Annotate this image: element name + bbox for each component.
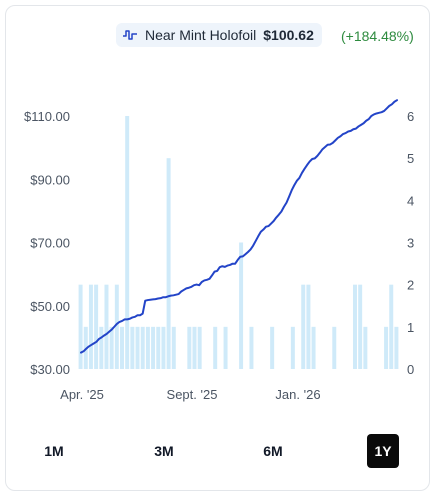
tab-3m[interactable]: 3M: [147, 434, 181, 468]
volume-bar: [192, 326, 197, 369]
volume-bar: [151, 326, 156, 369]
volume-bar: [114, 284, 119, 369]
volume-bar: [306, 284, 311, 369]
tab-1y[interactable]: 1Y: [367, 434, 399, 468]
volume-bar: [88, 284, 93, 369]
volume-bar: [145, 326, 150, 369]
volume-bar: [187, 326, 192, 369]
volume-bar: [156, 326, 161, 369]
volume-bar: [140, 326, 145, 369]
chart-line-icon: [122, 27, 138, 43]
x-axis-tick: Jan. '26: [275, 387, 320, 402]
volume-bar: [332, 326, 337, 369]
volume-bar: [363, 326, 368, 369]
volume-bar: [104, 284, 109, 369]
y-axis-right-tick: 1: [407, 320, 414, 335]
legend-price: $100.62: [263, 27, 314, 43]
volume-bar: [358, 284, 363, 369]
y-axis-right-tick: 6: [407, 109, 414, 124]
volume-bar: [78, 284, 83, 369]
y-axis-left-tick: $90.00: [30, 172, 70, 187]
y-axis-right-tick: 5: [407, 151, 414, 166]
y-axis-left-tick: $50.00: [30, 299, 70, 314]
volume-bar: [290, 326, 295, 369]
price-line: [80, 99, 398, 354]
volume-bar: [239, 242, 244, 369]
volume-bar: [130, 326, 135, 369]
volume-bar: [394, 326, 399, 369]
volume-bar: [120, 326, 124, 369]
tab-6m[interactable]: 6M: [256, 434, 290, 468]
time-range-tabs: 1M 3M 6M 1Y: [0, 434, 438, 470]
volume-bar: [94, 284, 99, 369]
y-axis-left-tick: $110.00: [24, 109, 70, 124]
y-axis-left-tick: $30.00: [30, 362, 70, 377]
volume-bar: [384, 326, 389, 369]
volume-bar: [125, 116, 130, 369]
volume-bar: [161, 326, 166, 369]
volume-bar: [135, 326, 140, 369]
price-change-badge: (+184.48%): [341, 28, 414, 44]
y-axis-left-tick: $70.00: [30, 236, 70, 251]
price-history-card: [5, 5, 430, 491]
y-axis-right-tick: 2: [407, 278, 414, 293]
x-axis-tick: Apr. '25: [60, 387, 104, 402]
volume-bar: [353, 284, 357, 369]
y-axis-right-tick: 3: [407, 236, 414, 251]
volume-bar: [311, 326, 316, 369]
tab-1m[interactable]: 1M: [38, 434, 70, 468]
volume-bar: [389, 284, 394, 369]
legend-label: Near Mint Holofoil: [145, 27, 257, 43]
volume-bar: [171, 326, 176, 369]
volume-bar: [109, 326, 114, 369]
legend-item[interactable]: Near Mint Holofoil $100.62: [116, 23, 322, 47]
y-axis-right-tick: 0: [407, 362, 414, 377]
volume-bar: [301, 284, 306, 369]
volume-bar: [166, 158, 171, 369]
volume-bar: [249, 326, 254, 369]
volume-bar: [99, 326, 104, 369]
x-axis-tick: Sept. '25: [167, 387, 218, 402]
price-chart: $110.00 $90.00 $70.00 $50.00 $30.00 6 5 4 3 2 1 0 Ap…: [24, 99, 414, 402]
volume-bar: [270, 326, 275, 369]
volume-bar: [213, 326, 218, 369]
y-axis-right-tick: 4: [407, 193, 414, 208]
volume-bar: [223, 326, 228, 369]
volume-bar: [197, 326, 202, 369]
